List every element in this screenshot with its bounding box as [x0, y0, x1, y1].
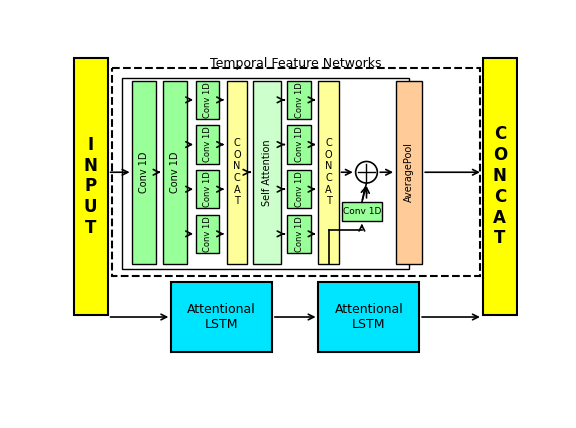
Text: Conv 1D: Conv 1D	[294, 82, 304, 118]
Bar	[196, 80, 219, 119]
Bar	[196, 125, 219, 164]
Text: C
O
N
C
A
T: C O N C A T	[325, 138, 332, 206]
Bar	[171, 282, 272, 352]
Text: I
N
P
U
T: I N P U T	[84, 136, 97, 237]
Text: Conv 1D: Conv 1D	[203, 171, 212, 207]
Text: Conv 1D: Conv 1D	[203, 82, 212, 118]
Text: AveragePool: AveragePool	[404, 142, 414, 202]
Text: Conv 1D: Conv 1D	[203, 127, 212, 162]
Text: Attentional
LSTM: Attentional LSTM	[187, 303, 256, 331]
Bar	[227, 80, 247, 264]
Bar	[132, 80, 156, 264]
Text: Attentional
LSTM: Attentional LSTM	[335, 303, 403, 331]
Bar	[253, 80, 281, 264]
Text: Conv 1D: Conv 1D	[294, 216, 304, 252]
Bar	[164, 80, 187, 264]
Text: Conv 1D: Conv 1D	[139, 152, 149, 193]
Bar	[196, 214, 219, 253]
Bar	[483, 57, 517, 315]
Text: C
O
N
C
A
T: C O N C A T	[233, 138, 241, 206]
Bar	[287, 170, 310, 208]
Bar	[396, 80, 422, 264]
Bar	[287, 125, 310, 164]
Bar	[287, 80, 310, 119]
Circle shape	[355, 161, 377, 183]
Bar	[342, 202, 382, 221]
Text: Conv 1D: Conv 1D	[294, 171, 304, 207]
Bar	[122, 77, 409, 268]
Bar	[74, 57, 108, 315]
Text: Temporal Feature Networks: Temporal Feature Networks	[210, 57, 382, 70]
Text: C
O
N
C
A
T: C O N C A T	[492, 125, 507, 247]
Text: Conv 1D: Conv 1D	[294, 127, 304, 162]
Bar	[319, 282, 419, 352]
Bar	[319, 80, 339, 264]
Bar	[112, 68, 480, 276]
Text: Conv 1D: Conv 1D	[170, 152, 180, 193]
Text: Conv 1D: Conv 1D	[343, 207, 381, 216]
Text: Conv 1D: Conv 1D	[203, 216, 212, 252]
Bar	[287, 214, 310, 253]
Bar	[196, 170, 219, 208]
Text: Self Attention: Self Attention	[262, 139, 272, 205]
